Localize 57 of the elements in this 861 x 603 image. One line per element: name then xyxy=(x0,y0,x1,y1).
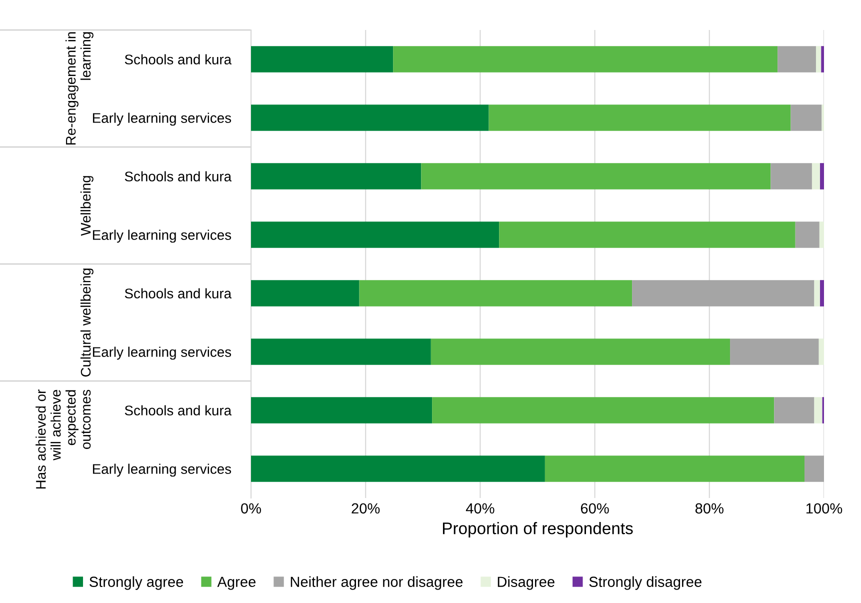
y-tick-label: Schools and kura xyxy=(124,54,232,64)
x-tick-label: 100% xyxy=(806,503,842,514)
bar xyxy=(251,222,500,248)
bar xyxy=(251,280,360,306)
y-tick-label: Schools and kura xyxy=(124,405,232,416)
bar xyxy=(778,46,816,72)
bar xyxy=(632,280,814,306)
text: Wellbeing xyxy=(80,176,94,236)
text: Has achieved or will achieve expected outcomes xyxy=(36,390,91,489)
y-tick-label: Schools and kura xyxy=(124,288,232,298)
x-tick-label: 80% xyxy=(695,503,724,514)
y-tick-label: Early learning services xyxy=(92,230,232,243)
bar xyxy=(430,338,730,365)
y-tick-label: Early learning services xyxy=(92,346,232,360)
bar xyxy=(499,222,796,248)
bar xyxy=(488,104,791,131)
bar xyxy=(432,397,774,424)
legend-label: Neither agree nor disagree xyxy=(290,576,463,590)
bar xyxy=(816,46,822,72)
x-tick-label: 20% xyxy=(352,503,380,514)
text: Cultural wellbeing xyxy=(80,268,94,377)
bar xyxy=(730,338,819,365)
bar xyxy=(251,397,432,424)
bar xyxy=(393,46,778,72)
bar xyxy=(251,163,422,190)
bar xyxy=(251,456,545,482)
y-tick-label: Early learning services xyxy=(92,112,232,126)
bar xyxy=(804,456,824,482)
bar xyxy=(251,338,431,365)
bar xyxy=(818,338,824,365)
bar xyxy=(790,104,822,131)
bar xyxy=(251,46,394,72)
bar xyxy=(770,163,812,190)
text: Re-engagement in learning xyxy=(66,32,94,144)
y-tick-label: Schools and kura xyxy=(124,171,232,182)
bar xyxy=(814,280,820,306)
bar xyxy=(821,46,824,72)
legend-label: Disagree xyxy=(498,576,554,590)
legend-label: Agree xyxy=(217,576,256,590)
bar xyxy=(359,280,632,306)
bar xyxy=(819,222,824,248)
bar xyxy=(421,163,771,190)
bar xyxy=(774,397,814,424)
bar xyxy=(820,280,824,306)
y-tick-label: Early learning services xyxy=(92,464,232,477)
x-tick-label: 60% xyxy=(580,503,609,514)
bar xyxy=(795,222,820,248)
legend-label: Strongly agree xyxy=(90,576,184,590)
bar xyxy=(820,163,824,190)
x-tick-label: 0% xyxy=(241,503,262,514)
bar xyxy=(544,456,805,482)
x-axis-title: Proportion of respondents xyxy=(442,522,633,538)
bar xyxy=(812,163,820,190)
legend-label: Strongly disagree xyxy=(589,576,702,590)
x-tick-label: 40% xyxy=(466,503,494,514)
bar xyxy=(814,397,822,424)
bar xyxy=(251,104,489,131)
